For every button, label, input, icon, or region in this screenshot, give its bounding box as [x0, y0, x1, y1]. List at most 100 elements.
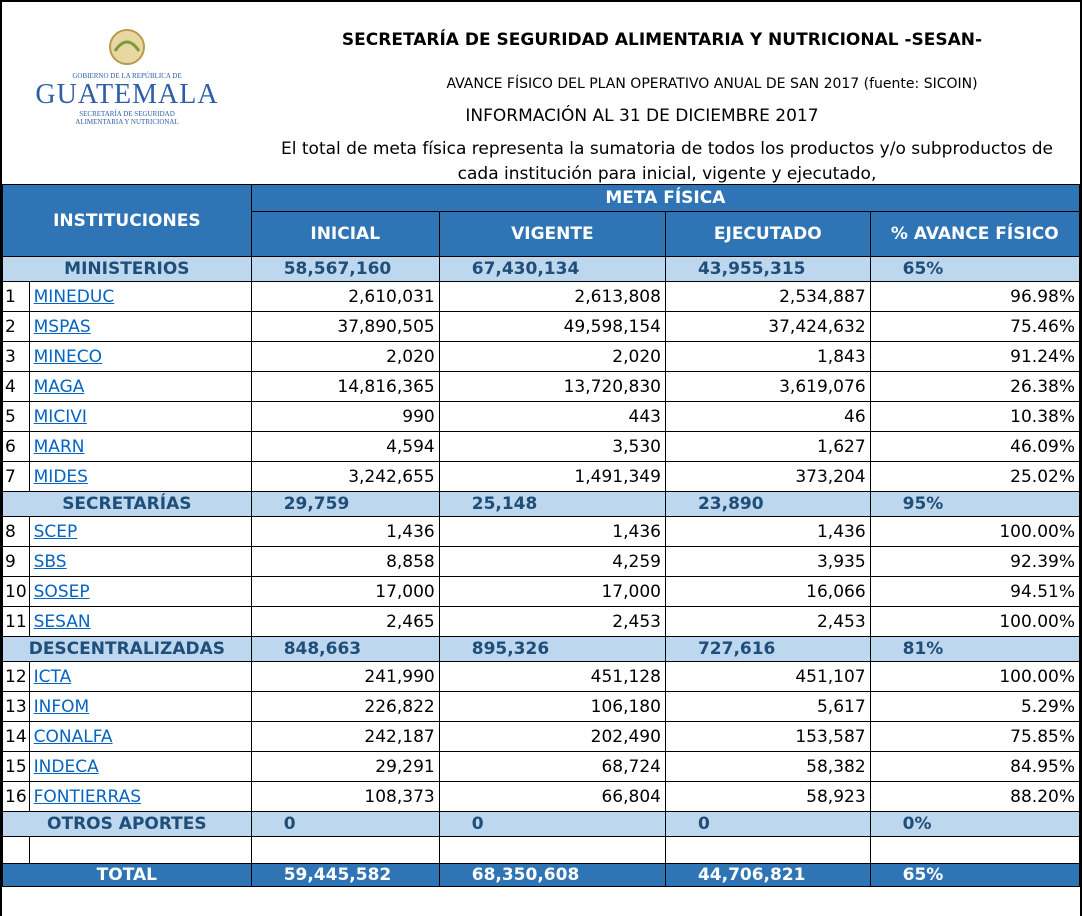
data-row: 9 SBS 8,858 4,259 3,935 92.39%	[2, 546, 1081, 577]
institution-link[interactable]: SESAN	[33, 611, 91, 632]
institution: SBS	[28, 546, 252, 577]
cell-value: 1,843	[664, 341, 871, 372]
data-row: 11 SESAN 2,465 2,453 2,453 100.00%	[2, 606, 1081, 637]
row-number: 14	[2, 721, 30, 752]
institution-link[interactable]: INDECA	[33, 756, 99, 777]
cell-value: 84.95%	[869, 751, 1081, 782]
total-value: 44,706,821	[664, 863, 871, 887]
cell-value: 96.98%	[869, 281, 1081, 312]
row-number: 3	[2, 341, 30, 372]
institution-link[interactable]: CONALFA	[33, 726, 113, 747]
cell-value: 100.00%	[869, 606, 1081, 637]
row-number: 15	[2, 751, 30, 782]
institution: MARN	[28, 431, 252, 462]
cell-value: 4,594	[250, 431, 440, 462]
row-number: 8	[2, 516, 30, 547]
cell-value: 451,107	[664, 661, 871, 692]
column-header: % AVANCE FÍSICO	[869, 211, 1081, 257]
data-row: 5 MICIVI 990 443 46 10.38%	[2, 401, 1081, 432]
row-number: 11	[2, 606, 30, 637]
logo-text: ALIMENTARIA Y NUTRICIONAL	[75, 118, 179, 126]
cell-value: 25.02%	[869, 461, 1081, 492]
institution-link[interactable]: MINEDUC	[33, 286, 115, 307]
institution-link[interactable]: MSPAS	[33, 316, 91, 337]
institution-link[interactable]: SOSEP	[33, 581, 90, 602]
institution-link[interactable]: MINECO	[33, 346, 103, 367]
cell-value: 49,598,154	[438, 311, 666, 342]
header-row: INSTITUCIONES META FÍSICA	[2, 184, 1081, 257]
cell-value: 88.20%	[869, 781, 1081, 812]
cell-value: 66,804	[438, 781, 666, 812]
cell-value: 2,453	[438, 606, 666, 637]
institution: FONTIERRAS	[28, 781, 252, 812]
institutions-header: INSTITUCIONES	[2, 184, 252, 257]
empty-cell	[438, 836, 666, 864]
institution-link[interactable]: MIDES	[33, 466, 88, 487]
cell-value: 241,990	[250, 661, 440, 692]
column-header: INICIAL	[250, 211, 440, 257]
logo: GOBIERNO DE LA REPÚBLICA DE GUATEMALA SE…	[32, 27, 222, 126]
group-total: 23,890	[664, 491, 871, 517]
institution-link[interactable]: INFOM	[33, 696, 90, 717]
institution-link[interactable]: FONTIERRAS	[33, 786, 142, 807]
group-name: MINISTERIOS	[2, 256, 252, 282]
table: INSTITUCIONES META FÍSICA INICIAL VIGENTE EJ…	[2, 184, 1081, 887]
institution-link[interactable]: MICIVI	[33, 406, 87, 427]
institution-link[interactable]: SCEP	[33, 521, 78, 542]
logo-text: SECRETARÍA DE SEGURIDAD	[79, 110, 175, 118]
group-total: 0	[664, 811, 871, 837]
data-row: 3 MINECO 2,020 2,020 1,843 91.24%	[2, 341, 1081, 372]
group-total: 95%	[869, 491, 1081, 517]
group-row: OTROS APORTES 0 0 0 0%	[2, 811, 1081, 837]
cell-value: 58,382	[664, 751, 871, 782]
header: GOBIERNO DE LA REPÚBLICA DE GUATEMALA SE…	[2, 2, 1080, 184]
data-row: 1 MINEDUC 2,610,031 2,613,808 2,534,887 96.98…	[2, 281, 1081, 312]
row-number: 12	[2, 661, 30, 692]
cell-value: 68,724	[438, 751, 666, 782]
group-row: SECRETARÍAS 29,759 25,148 23,890 95%	[2, 491, 1081, 517]
cell-value: 46.09%	[869, 431, 1081, 462]
institution-link[interactable]: ICTA	[33, 666, 72, 687]
emblem	[109, 29, 145, 65]
institution-link[interactable]: MARN	[33, 436, 85, 457]
note: El total de meta física representa la su…	[281, 139, 1053, 184]
group-total: 0	[438, 811, 666, 837]
column-header: EJECUTADO	[664, 211, 871, 257]
cell-value: 58,923	[664, 781, 871, 812]
logo-text: GOBIERNO DE LA REPÚBLICA DE	[72, 72, 182, 80]
cell-value: 1,436	[250, 516, 440, 547]
cell-value: 17,000	[250, 576, 440, 607]
empty-row	[2, 836, 1081, 864]
cell-value: 1,436	[438, 516, 666, 547]
institution: SOSEP	[28, 576, 252, 607]
institution: MSPAS	[28, 311, 252, 342]
group-total: 43,955,315	[664, 256, 871, 282]
group-total: 67,430,134	[438, 256, 666, 282]
cell-value: 46	[664, 401, 871, 432]
institution: MICIVI	[28, 401, 252, 432]
cell-value: 373,204	[664, 461, 871, 492]
empty-cell	[250, 836, 440, 864]
cell-value: 2,020	[250, 341, 440, 372]
total-value: 65%	[869, 863, 1081, 887]
data-row: 16 FONTIERRAS 108,373 66,804 58,923 88.20%	[2, 781, 1081, 812]
group-name: DESCENTRALIZADAS	[2, 636, 252, 662]
cell-value: 37,424,632	[664, 311, 871, 342]
row-number: 5	[2, 401, 30, 432]
cell-value: 16,066	[664, 576, 871, 607]
cell-value: 91.24%	[869, 341, 1081, 372]
cell-value: 242,187	[250, 721, 440, 752]
subtitle: AVANCE FÍSICO DEL PLAN OPERATIVO ANUAL D…	[446, 76, 978, 92]
institution-link[interactable]: MAGA	[33, 376, 85, 397]
row-number: 7	[2, 461, 30, 492]
institution: SESAN	[28, 606, 252, 637]
data-row: 4 MAGA 14,816,365 13,720,830 3,619,076 26.38%	[2, 371, 1081, 402]
cell-value: 2,453	[664, 606, 871, 637]
group-total: 0	[250, 811, 440, 837]
institution: MAGA	[28, 371, 252, 402]
group-total: 29,759	[250, 491, 440, 517]
cell-value: 92.39%	[869, 546, 1081, 577]
cell-value: 3,619,076	[664, 371, 871, 402]
institution-link[interactable]: SBS	[33, 551, 67, 572]
